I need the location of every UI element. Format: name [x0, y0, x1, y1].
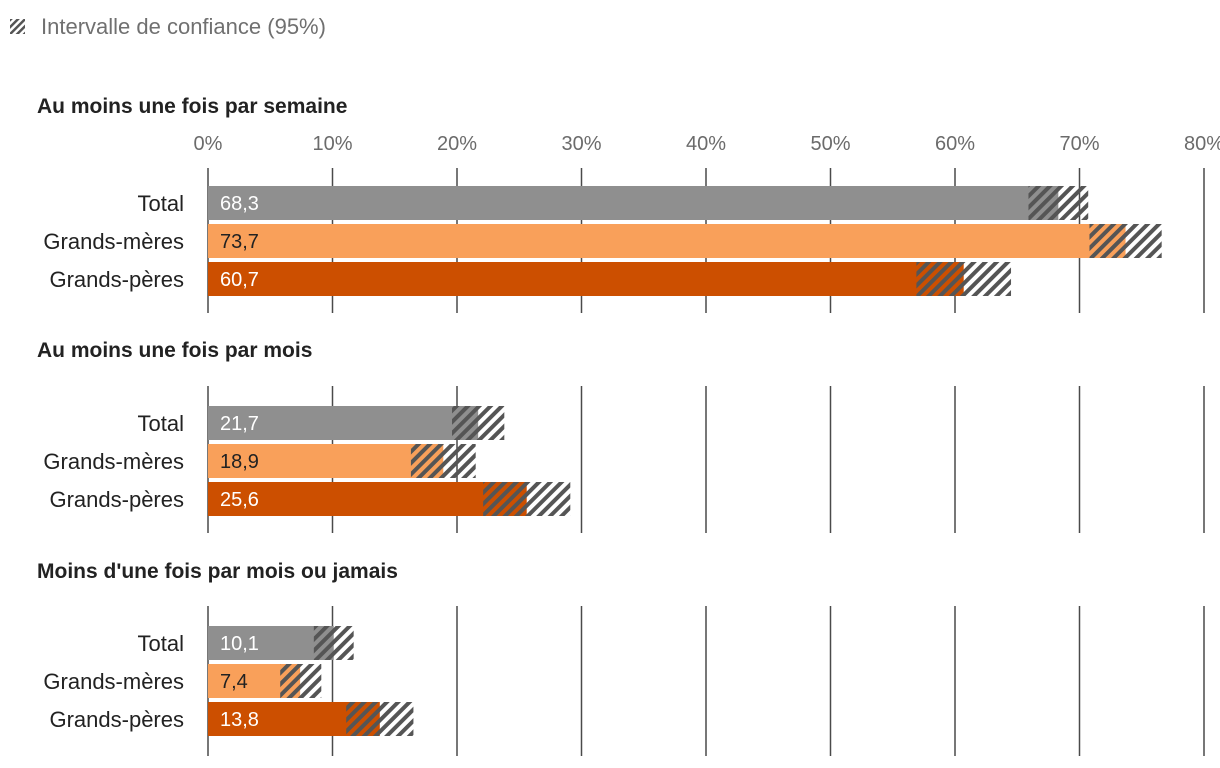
- x-tick-label: 40%: [686, 133, 726, 155]
- ci-band-grands-meres: [1089, 224, 1162, 258]
- bar-total: [208, 186, 1059, 220]
- panel-3: Moins d'une fois par mois ou jamais Total…: [37, 560, 1205, 756]
- x-tick-label: 50%: [810, 133, 850, 155]
- legend: Intervalle de confiance (95%): [10, 14, 326, 39]
- bar-grands-peres: [208, 482, 527, 516]
- bar-grands-peres: [208, 262, 964, 296]
- bar-grands-meres: [208, 444, 444, 478]
- ci-band-grands-peres: [483, 482, 571, 516]
- ci-band-grands-meres: [280, 664, 322, 698]
- ci-band-grands-meres: [410, 444, 476, 478]
- value-label: 7,4: [220, 671, 248, 693]
- category-label: Total: [138, 411, 184, 436]
- value-label: 60,7: [220, 269, 259, 291]
- ci-band-total: [1028, 186, 1089, 220]
- category-label: Grands-pères: [49, 487, 184, 512]
- category-label: Grands-pères: [49, 267, 184, 292]
- value-label: 68,3: [220, 193, 259, 215]
- value-label: 73,7: [220, 231, 259, 253]
- value-label: 13,8: [220, 709, 259, 731]
- category-label: Total: [138, 631, 184, 656]
- ci-band-total: [452, 406, 505, 440]
- category-label: Grands-mères: [43, 669, 184, 694]
- x-tick-label: 30%: [561, 133, 601, 155]
- category-label: Total: [138, 191, 184, 216]
- bar-grands-meres: [208, 224, 1126, 258]
- panels: Au moins une fois par semaine 0% 10% 20% 30%…: [37, 95, 1220, 756]
- category-label: Grands-pères: [49, 707, 184, 732]
- x-tick-label: 10%: [312, 133, 352, 155]
- value-label: 21,7: [220, 413, 259, 435]
- panel-title: Au moins une fois par semaine: [37, 95, 347, 118]
- value-label: 25,6: [220, 489, 259, 511]
- ci-band-grands-peres: [916, 262, 1012, 296]
- panel-1: Au moins une fois par semaine 0% 10% 20% 30%…: [37, 95, 1220, 313]
- x-tick-label: 60%: [935, 133, 975, 155]
- x-tick-label: 80%: [1184, 133, 1220, 155]
- panel-2: Au moins une fois par mois Total 21,7 Grand…: [37, 339, 1205, 533]
- bar-total: [208, 626, 334, 660]
- value-label: 18,9: [220, 451, 259, 473]
- x-tick-label: 20%: [437, 133, 477, 155]
- value-label: 10,1: [220, 633, 259, 655]
- panel-title: Au moins une fois par mois: [37, 339, 312, 362]
- x-tick-label: 70%: [1059, 133, 1099, 155]
- bar-total: [208, 406, 479, 440]
- category-label: Grands-mères: [43, 449, 184, 474]
- x-tick-label: 0%: [194, 133, 223, 155]
- ci-band-grands-peres: [346, 702, 414, 736]
- legend-hatch-swatch: [10, 19, 25, 34]
- category-label: Grands-mères: [43, 229, 184, 254]
- ci-band-total: [313, 626, 354, 660]
- legend-label: Intervalle de confiance (95%): [41, 14, 326, 39]
- panel-title: Moins d'une fois par mois ou jamais: [37, 560, 398, 583]
